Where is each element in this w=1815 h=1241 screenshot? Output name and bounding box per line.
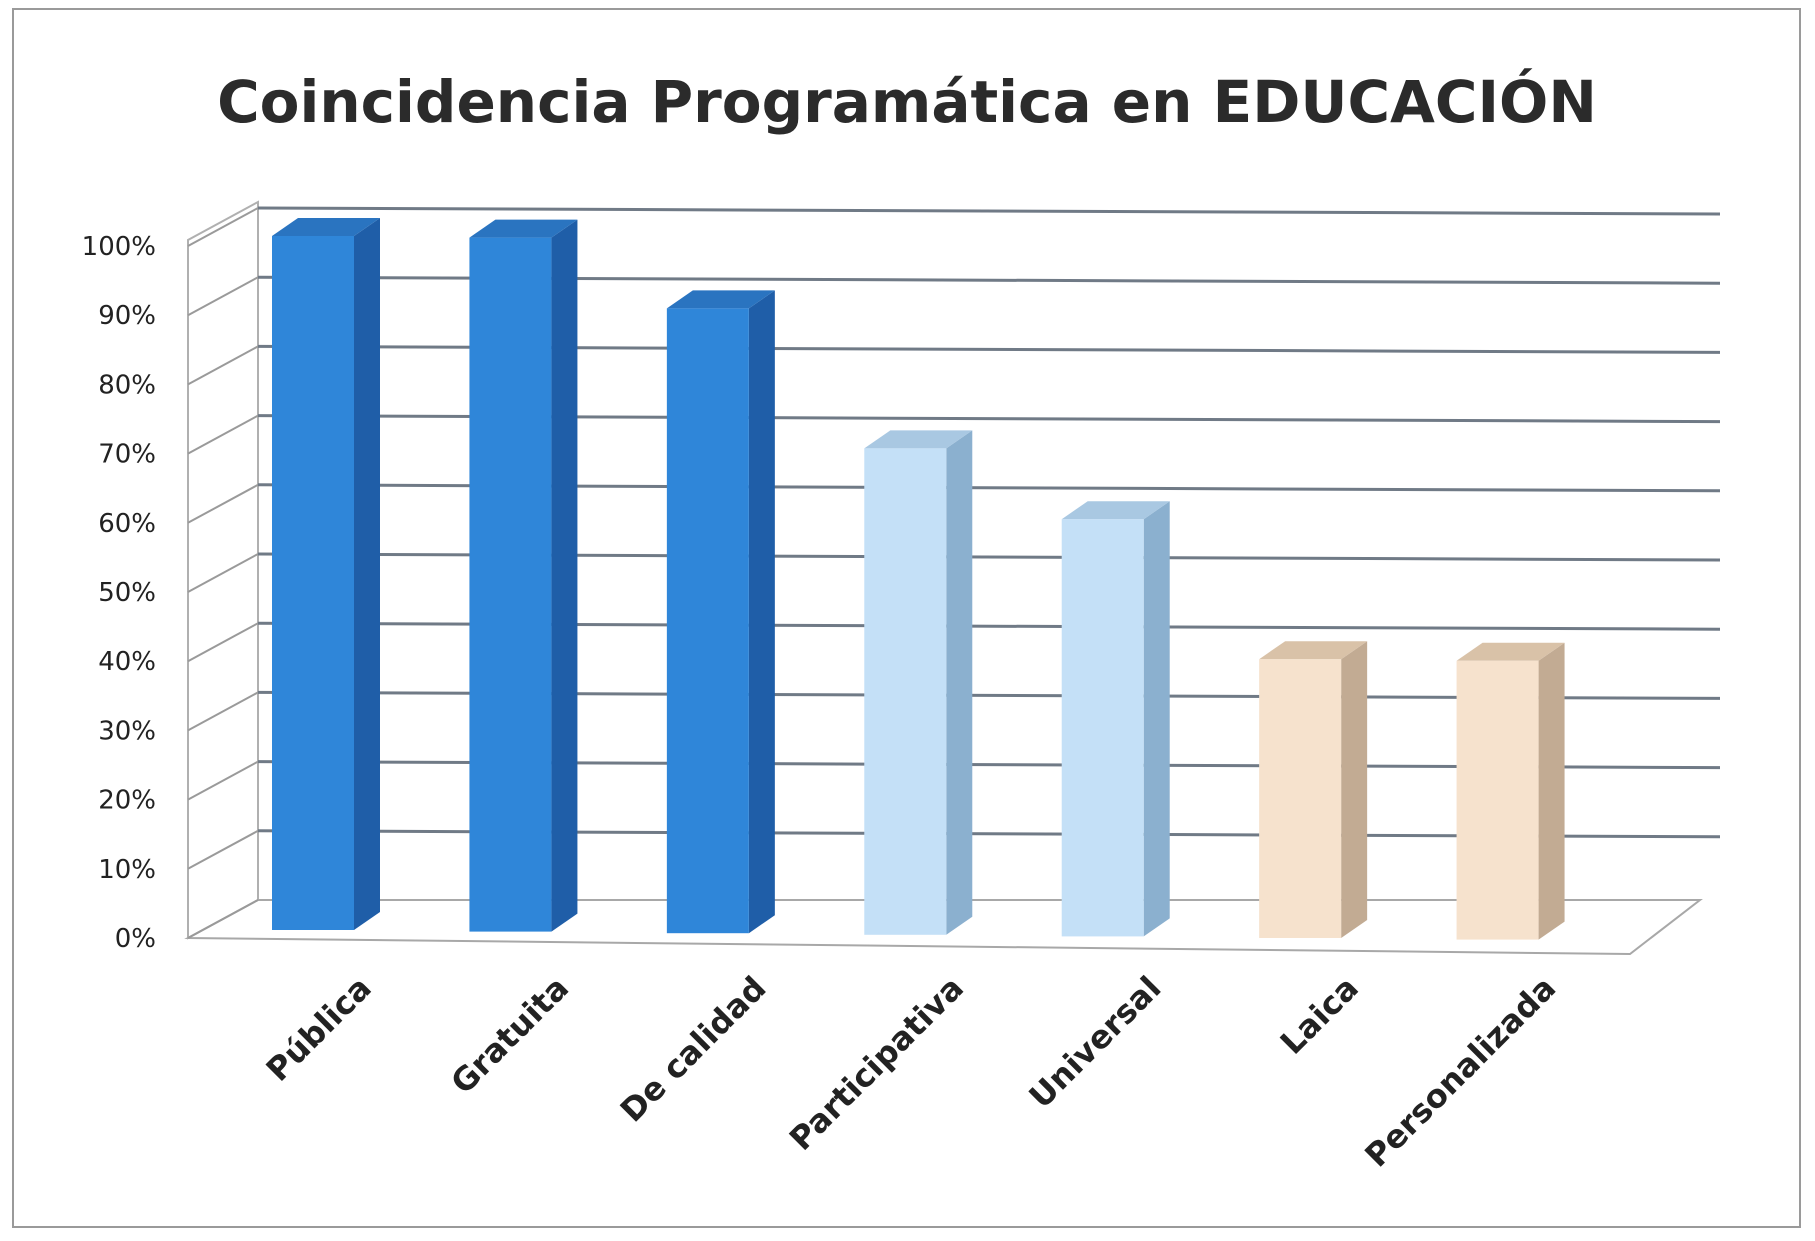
chart-frame [12,8,1801,1228]
bar [666,290,775,934]
y-tick-label: 30% [98,716,156,746]
x-tick-label: Gratuita [443,969,576,1102]
bar-front [1061,519,1144,937]
bar-top [1061,501,1170,520]
y-tick-label: 50% [98,578,156,608]
y-tick-label: 90% [98,301,156,331]
gridline-depth [187,899,259,939]
bar [1456,642,1565,940]
bar-side [1341,641,1368,938]
x-tick-label: Personalizada [1357,969,1563,1175]
y-axis-ticks: 0% 10% 20% 30% 40% 50% 60% 70% 80% 90% 100% [82,232,156,954]
x-axis-ticks: Pública Gratuita De calidad Participativa Un… [259,969,1564,1175]
side-wall [187,200,259,940]
bar [864,430,973,935]
gridline-depth [187,760,259,801]
bar-front [1259,659,1342,938]
bars [272,218,1565,940]
y-tick-label: 80% [98,370,156,400]
gridline-depth [187,829,259,870]
bar-side [354,218,380,930]
gridline-depth [187,553,259,593]
gridline-depth [187,483,259,524]
bar-top [1259,641,1368,660]
y-tick-label: 10% [98,855,156,885]
x-tick-label: De calidad [613,969,774,1130]
bar [469,219,578,932]
y-tick-label: 100% [82,232,156,262]
bar [1061,501,1170,937]
bar-front [864,448,947,935]
bar-side [551,219,578,932]
bar-front [666,308,749,934]
gridline-depth [187,622,259,663]
bar-side [1538,642,1565,940]
bar-top [864,430,973,449]
bar-top [272,218,380,236]
gridline-depth [187,691,259,732]
y-tick-label: 20% [98,786,156,816]
y-tick-label: 0% [115,924,156,954]
bar-side [748,290,775,934]
x-tick-label: Pública [259,969,379,1089]
x-tick-label: Participativa [782,969,971,1158]
y-tick-label: 70% [98,440,156,470]
x-tick-label: Laica [1273,969,1366,1062]
bar-front [469,237,552,932]
chart-title: Coincidencia Programática en EDUCACIÓN [217,67,1597,136]
x-tick-label: Universal [1022,969,1169,1116]
bar-front [1456,660,1539,940]
gridline-depth [187,276,259,317]
bar-side [946,430,973,935]
y-tick-label: 60% [98,509,156,539]
bar-front [272,236,354,930]
bar-top [469,219,578,238]
bar-top [1456,642,1565,661]
gridline [257,206,1721,216]
gridline-depth [187,414,259,455]
bar-top [666,290,775,309]
y-tick-label: 40% [98,647,156,677]
gridline-depth [187,345,259,386]
bar-side [1143,501,1170,937]
bar [272,218,380,930]
bar [1259,641,1368,938]
gridline-depth [187,207,259,247]
